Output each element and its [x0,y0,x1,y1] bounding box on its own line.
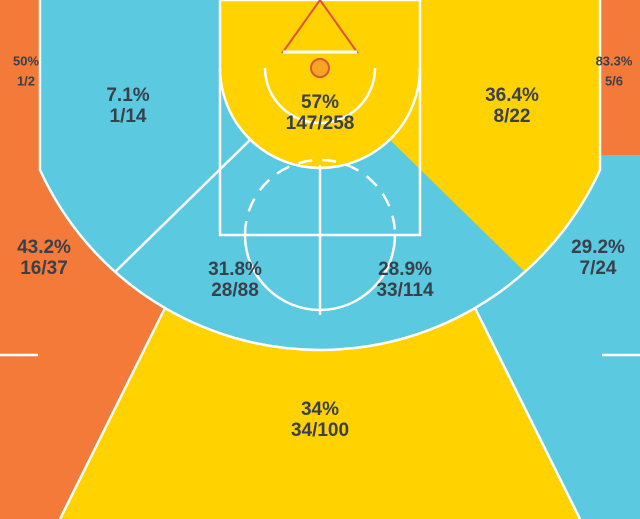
zone-made-attempts: 34/100 [291,420,349,441]
zone-percentage: 31.8% [208,259,262,280]
zone-percentage: 83.3% [596,53,633,68]
zone-made-attempts: 33/114 [376,280,433,301]
zone-percentage: 28.9% [378,259,432,280]
zone-percentage: 29.2% [571,237,625,258]
zone-made-attempts: 28/88 [211,280,259,301]
right-corner-zone [600,0,640,155]
zone-percentage: 57% [301,92,339,113]
zone-made-attempts: 16/37 [20,258,68,279]
right-wing-zone [475,155,640,519]
zone-percentage: 34% [301,399,339,420]
right-midrange-zone [388,0,600,272]
zone-percentage: 36.4% [485,85,539,106]
zone-percentage: 50% [13,53,39,68]
zone-made-attempts: 147/258 [286,113,355,134]
zone-percentage: 7.1% [106,85,149,106]
zone-made-attempts: 8/22 [494,106,531,127]
zone-made-attempts: 1/2 [17,73,35,88]
zone-made-attempts: 1/14 [110,106,147,127]
left-corner-zone [0,0,40,155]
paint-zone [220,0,420,168]
zone-percentage: 43.2% [17,237,71,258]
zone-made-attempts: 7/24 [580,258,617,279]
left-wing-zone [0,155,165,519]
zone-made-attempts: 5/6 [605,73,623,88]
